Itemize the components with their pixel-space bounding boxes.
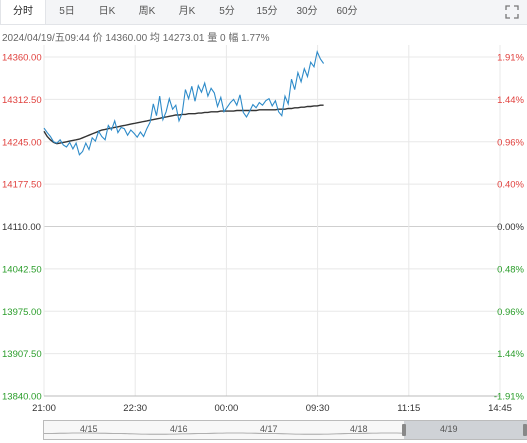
percent-tick-label: 0.96% [497,137,524,148]
price-tick-label: 14042.50 [2,264,42,275]
navigator-date-label: 4/16 [170,424,188,434]
percent-tick-label: 0.40% [497,180,524,191]
percent-tick-label: 1.44% [497,349,524,360]
price-axis: 14360.00 14312.50 14245.00 14177.50 14110.00… [2,53,42,403]
time-tick-label: 22:30 [123,403,147,414]
time-tick-label: 09:30 [306,403,330,414]
avg-label: 均 [149,33,160,44]
tab-60min[interactable]: 60分 [336,6,358,17]
navigator-date-label: 4/19 [440,424,458,434]
avg-price-line [43,104,324,145]
percent-axis: 1.91% 1.44% 0.96% 0.40% 0.00% 0.48% 0.96% 1.44%… [494,53,525,403]
time-tick-label: 00:00 [215,403,239,414]
percent-tick-label: 0.00% [497,222,524,233]
percent-tick-label: 0.48% [497,264,524,275]
tab-5day[interactable]: 5日 [59,6,75,17]
time-axis: 21:00 22:30 00:00 09:30 11:15 14:45 [32,403,512,414]
price-label: 价 [92,33,103,44]
price-tick-label: 14245.00 [2,137,42,148]
price-tick-label: 14110.00 [2,222,41,233]
period-tab-bar: 分时 5日 日K 周K 月K 5分 15分 30分 60分 [0,0,527,25]
tab-15min[interactable]: 15分 [256,6,278,17]
chart-grid [43,45,501,397]
tab-daily-k[interactable]: 日K [98,6,116,17]
price-tick-label: 14312.50 [2,95,42,106]
change-label: 幅 [228,33,239,44]
tab-weekly-k[interactable]: 周K [138,6,156,17]
quote-info-bar: 2024/04/19/五09:44 价 14360.00 均 14273.01 … [2,29,269,44]
chart-lines [43,50,325,156]
price-tick-label: 13840.00 [2,392,42,403]
price-value: 14360.00 [105,33,148,44]
change-value: 1.77% [241,33,270,44]
price-tick-label: 13907.50 [2,349,42,360]
time-tick-label: 11:15 [397,403,420,414]
time-navigator[interactable]: 4/15 4/16 4/17 4/18 4/19 [43,420,527,440]
price-tick-label: 14177.50 [2,180,42,191]
volume-label: 量 [207,33,218,44]
navigator-selection[interactable] [404,421,527,439]
time-tick-label: 21:00 [32,403,56,414]
percent-tick-label: 1.91% [497,53,524,64]
price-tick-label: 13975.00 [2,307,42,318]
volume-value: 0 [219,33,226,44]
avg-value: 14273.01 [162,33,205,44]
percent-tick-label: 1.44% [497,95,524,106]
expand-icon[interactable] [505,5,519,19]
tab-5min[interactable]: 5分 [219,6,235,17]
navigator-date-label: 4/18 [350,424,368,434]
navigator-date-label: 4/17 [260,424,278,434]
price-line [43,50,325,156]
quote-datetime: 2024/04/19/五09:44 [2,33,90,44]
tab-intraday[interactable]: 分时 [0,0,46,24]
percent-tick-label: 0.96% [497,307,524,318]
navigator-date-label: 4/15 [80,424,98,434]
time-tick-label: 14:45 [488,403,512,414]
tab-30min[interactable]: 30分 [296,6,318,17]
navigator-right-handle[interactable] [523,424,527,436]
navigator-left-handle[interactable] [402,424,406,436]
tab-monthly-k[interactable]: 月K [178,6,196,17]
price-tick-label: 14360.00 [2,53,42,64]
percent-tick-label: -1.91% [494,392,525,403]
